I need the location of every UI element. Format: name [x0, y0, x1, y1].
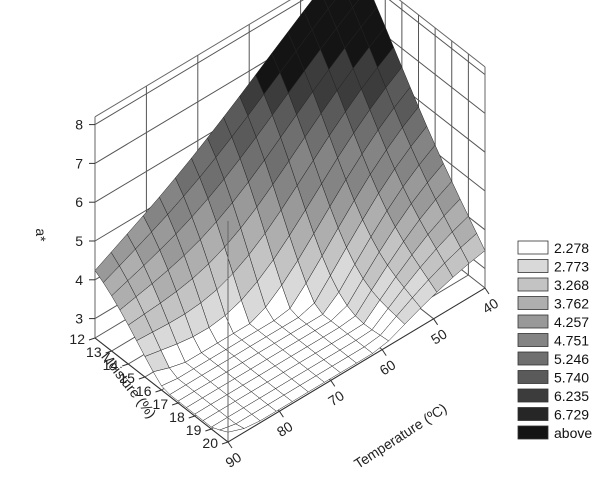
legend-label: 2.773 [554, 259, 589, 275]
x-tick-mark [278, 410, 284, 418]
legend-label: 5.246 [554, 351, 589, 367]
legend-swatch [517, 277, 549, 292]
y-tick-mark [221, 441, 229, 445]
z-tick-label: 3 [75, 311, 83, 327]
legend-swatch [517, 370, 549, 384]
x-tick-mark [330, 380, 336, 387]
z-axis-label: a* [33, 228, 49, 242]
y-tick-mark [122, 363, 129, 367]
legend-swatch [517, 351, 549, 366]
legend-swatch [517, 407, 549, 421]
legend-label: 4.257 [554, 314, 589, 330]
legend-swatch [517, 259, 549, 273]
y-tick-mark [138, 376, 146, 380]
response-surface [94, 0, 486, 433]
x-tick-label: 60 [377, 356, 399, 378]
legend-swatch [517, 333, 549, 347]
box-edge [398, 0, 486, 68]
gridline-back-wall-m12 [94, 0, 304, 126]
legend-swatch [517, 388, 549, 403]
legend-label: 2.278 [554, 240, 589, 256]
legend-label: above [554, 425, 592, 441]
z-tick-label: 7 [75, 155, 83, 171]
legend-label: 6.235 [554, 388, 589, 404]
x-tick-mark [433, 318, 439, 326]
legend-swatch [517, 240, 549, 255]
y-tick-label: 18 [169, 409, 185, 425]
x-tick-label: 50 [428, 326, 450, 348]
x-tick-label: 80 [274, 418, 296, 440]
y-tick-mark [155, 389, 162, 393]
y-tick-mark [171, 402, 179, 406]
x-axis-label: Temperature (ºC) [351, 400, 449, 472]
legend-label: 5.740 [554, 370, 589, 386]
z-tick-label: 4 [75, 272, 83, 288]
box-edge [94, 0, 291, 118]
y-tick-label: 13 [86, 344, 102, 360]
y-tick-label: 17 [153, 396, 169, 412]
y-tick-label: 15 [119, 370, 135, 386]
z-tick-label: 8 [75, 117, 83, 133]
y-tick-mark [105, 350, 112, 354]
z-tick-label: 6 [75, 194, 83, 210]
y-tick-mark [205, 428, 212, 432]
box-edge [227, 287, 486, 443]
z-tick-label: 5 [75, 233, 83, 249]
y-tick-label: 20 [202, 435, 218, 451]
y-tick-label: 14 [103, 357, 119, 373]
y-tick-label: 16 [136, 383, 152, 399]
legend-swatch [517, 425, 549, 440]
x-tick-mark [484, 287, 490, 295]
x-tick-label: 90 [222, 449, 244, 471]
legend-label: 6.729 [554, 407, 589, 423]
legend-label: 3.762 [554, 296, 589, 312]
legend-label: 3.268 [554, 277, 589, 293]
legend-label: 4.751 [554, 333, 589, 349]
legend-swatch [517, 296, 549, 310]
y-tick-label: 19 [186, 422, 202, 438]
x-tick-label: 40 [479, 295, 501, 317]
y-tick-label: 12 [69, 331, 85, 347]
x-tick-mark [227, 441, 233, 449]
x-tick-label: 70 [325, 387, 347, 409]
legend: 2.278 2.773 3.268 3.762 4.257 4.751 5.246 5.740… [517, 240, 592, 441]
y-tick-mark [188, 415, 195, 419]
legend-swatch [517, 314, 549, 329]
y-tick-mark [88, 337, 96, 341]
x-tick-mark [381, 349, 387, 356]
